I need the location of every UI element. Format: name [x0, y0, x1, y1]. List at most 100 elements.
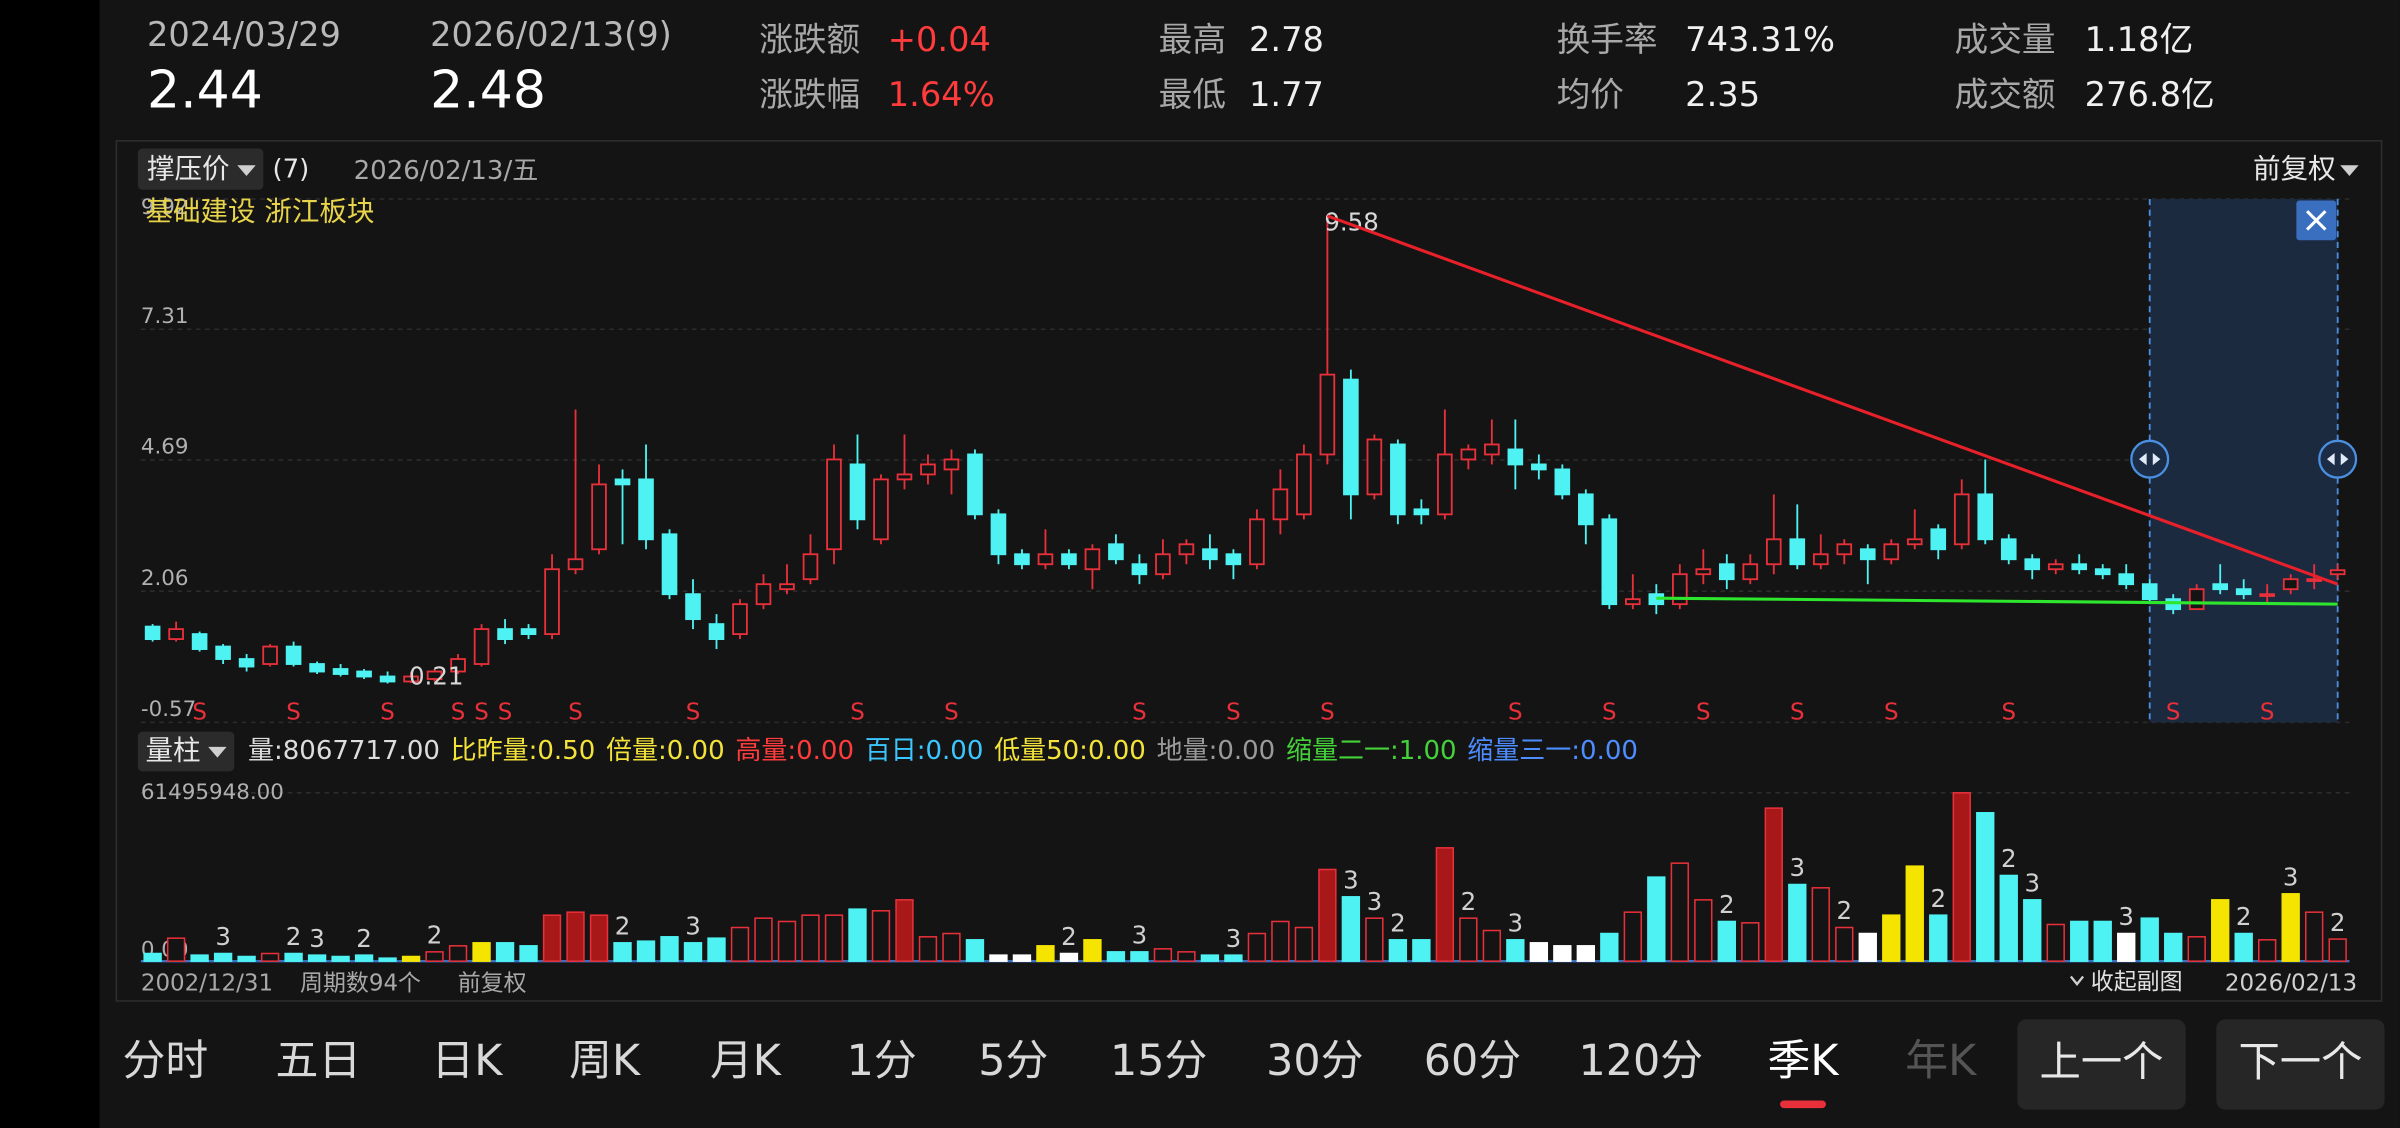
candle-body	[1695, 568, 1712, 576]
candle-body	[661, 533, 678, 596]
chart-frame	[115, 140, 2383, 1002]
collapse-icon[interactable]	[2069, 975, 2085, 986]
volume-bar	[1482, 929, 1502, 962]
stat-value: 743.31%	[1685, 20, 1835, 59]
volume-label: 2	[1836, 896, 1852, 925]
volume-bar	[2164, 932, 2183, 962]
indicator-selector[interactable]	[137, 148, 264, 190]
candle-body	[2141, 583, 2158, 601]
candle-body	[520, 628, 537, 636]
volume-bar	[1059, 952, 1079, 962]
volume-indicator: 高量:0.00	[735, 736, 854, 766]
volume-bar	[1341, 896, 1361, 962]
period-tab[interactable]: 60分	[1424, 1036, 1521, 1086]
collapse-button[interactable]: 收起副图	[2091, 969, 2183, 995]
low-label: 0.21	[409, 661, 463, 690]
volume-bar	[1764, 807, 1783, 962]
volume-bar	[1365, 917, 1384, 962]
period-tab[interactable]: 季K	[1768, 1036, 1840, 1086]
volume-bar	[143, 952, 162, 962]
period-tab[interactable]: 30分	[1266, 1036, 1363, 1086]
volume-bar	[1670, 862, 1689, 962]
stat-value: 2.78	[1249, 20, 1324, 59]
stat-label: 最低	[1159, 75, 1226, 114]
y-tick-label: -0.57	[141, 697, 196, 722]
period-tab[interactable]: 5分	[978, 1036, 1048, 1086]
period-tab[interactable]: 月K	[710, 1036, 782, 1086]
prev-button[interactable]: 上一个	[2040, 1038, 2164, 1086]
candle-body	[1437, 453, 1453, 516]
volume-bar	[754, 917, 773, 962]
volume-selector[interactable]	[137, 731, 235, 772]
candle-body	[2282, 578, 2299, 591]
period-tab[interactable]: 分时	[123, 1036, 209, 1086]
candle-body	[1672, 573, 1688, 606]
volume-bar	[1905, 865, 1924, 962]
signal-marker: S	[2260, 700, 2275, 726]
volume-selector-label[interactable]: 量柱	[145, 734, 200, 766]
candle-body	[1625, 598, 1641, 606]
next-button-bg[interactable]	[2216, 1019, 2385, 1110]
candle-body	[497, 628, 513, 640]
handle-arrow	[2326, 453, 2335, 466]
candle-body	[2212, 583, 2229, 591]
volume-bar	[730, 926, 750, 962]
indicator-name[interactable]: 撑压价	[147, 153, 230, 185]
candle-body	[826, 458, 842, 551]
stat-label: 涨跌幅	[759, 75, 860, 114]
period-tab[interactable]: 15分	[1110, 1036, 1207, 1086]
dropdown-arrow	[237, 165, 256, 177]
candle-body	[238, 658, 255, 668]
next-button[interactable]: 下一个	[2238, 1038, 2362, 1086]
adjust-selector[interactable]: 前复权	[2253, 153, 2336, 185]
candle-body	[191, 633, 208, 650]
volume-bar	[942, 932, 961, 962]
candle-body	[262, 645, 278, 665]
candle-body	[1014, 553, 1030, 566]
footer-periods: 周期数94个	[300, 971, 421, 997]
candle-body	[144, 625, 161, 640]
period-tab[interactable]: 五日	[276, 1036, 362, 1086]
candle-body	[2188, 588, 2205, 611]
candle-body	[1084, 548, 1101, 571]
candle-body	[1883, 543, 1900, 561]
handle-arrow	[2340, 453, 2349, 466]
period-tab[interactable]: 1分	[847, 1036, 917, 1086]
candle-body	[1859, 548, 1876, 561]
candle-body	[1977, 493, 1994, 541]
candle-body	[332, 668, 349, 675]
candle-body	[2235, 588, 2252, 596]
volume-bar	[1459, 917, 1478, 962]
volume-bar	[425, 951, 444, 962]
volume-bar	[1717, 920, 1736, 962]
footer-adjust: 前复权	[458, 971, 527, 997]
footer-start: 2002/12/31	[141, 971, 273, 997]
candle-body	[168, 628, 184, 640]
stat-label: 换手率	[1557, 20, 1658, 59]
volume-label: 3	[1790, 853, 1806, 882]
volume-bar	[237, 955, 256, 962]
volume-bar	[1952, 792, 1971, 962]
volume-label: 3	[685, 912, 701, 941]
candle-body	[1930, 528, 1947, 551]
volume-bar	[1929, 914, 1948, 962]
candle-body	[1296, 453, 1312, 516]
period-tab[interactable]: 120分	[1578, 1036, 1703, 1086]
volume-bar	[1835, 926, 1854, 962]
candle-body	[873, 478, 889, 541]
period-tab[interactable]: 年K	[1905, 1036, 1977, 1086]
candle-body	[2306, 578, 2322, 582]
period-tab[interactable]: 周K	[569, 1036, 641, 1086]
volume-bar	[1200, 954, 1220, 962]
candle-body	[1836, 543, 1853, 556]
candle-body	[1131, 563, 1148, 576]
volume-bar	[1623, 911, 1643, 962]
volume-bar	[1529, 942, 1549, 962]
volume-bar	[284, 952, 303, 962]
prev-button-bg[interactable]	[2017, 1019, 2186, 1110]
volume-bar	[989, 954, 1008, 962]
volume-bar	[660, 936, 679, 962]
signal-marker: S	[1320, 700, 1335, 726]
period-tab[interactable]: 日K	[431, 1036, 503, 1086]
